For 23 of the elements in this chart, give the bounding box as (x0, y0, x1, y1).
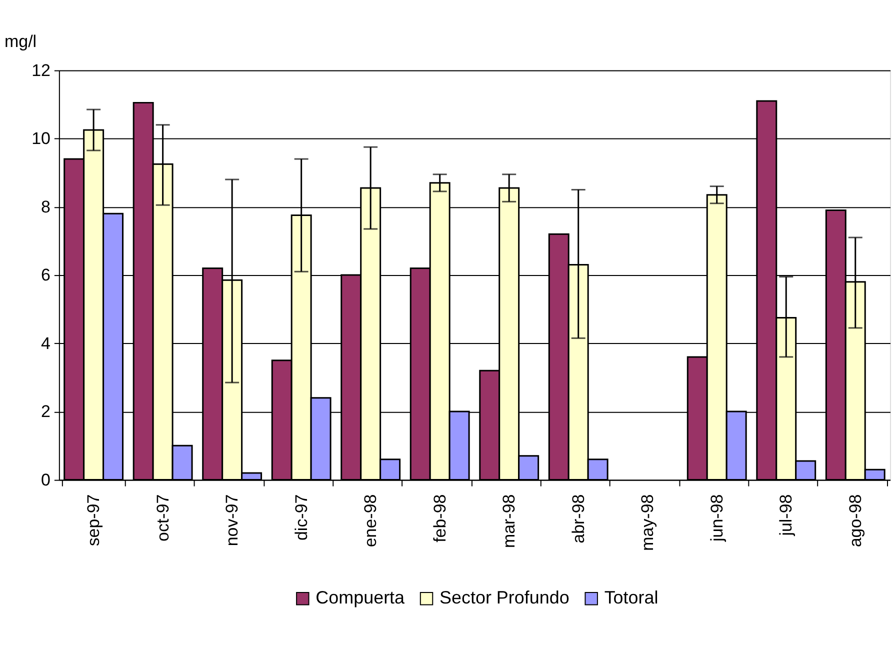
legend-label: Totoral (604, 588, 658, 608)
x-tick-label: ene-98 (361, 494, 380, 548)
x-tick-label: abr-98 (568, 494, 588, 544)
x-tick-label: sep-97 (84, 494, 104, 546)
x-tick-label: mar-98 (500, 494, 519, 548)
y-tick-label: 8 (41, 197, 50, 216)
x-tick-label: feb-98 (430, 494, 450, 542)
y-tick-label: 10 (32, 129, 50, 148)
legend-label: Sector Profundo (440, 588, 570, 608)
x-tick-label: jul-98 (776, 494, 796, 537)
y-tick-label: 0 (41, 470, 50, 490)
y-tick-label: 2 (41, 402, 50, 422)
x-tick-label: may-98 (638, 494, 658, 551)
legend-label: Compuerta (316, 588, 405, 608)
x-tick-label: jun-98 (707, 494, 726, 542)
y-tick-label: 12 (32, 60, 50, 80)
y-tick-label: 4 (41, 334, 50, 353)
x-tick-label: nov-97 (222, 494, 242, 546)
y-axis-title: mg/l (4, 32, 37, 51)
x-tick-label: dic-97 (292, 494, 311, 541)
y-tick-label: 6 (41, 266, 50, 285)
x-tick-label: ago-98 (846, 494, 865, 548)
x-tick-label: oct-97 (153, 494, 172, 542)
